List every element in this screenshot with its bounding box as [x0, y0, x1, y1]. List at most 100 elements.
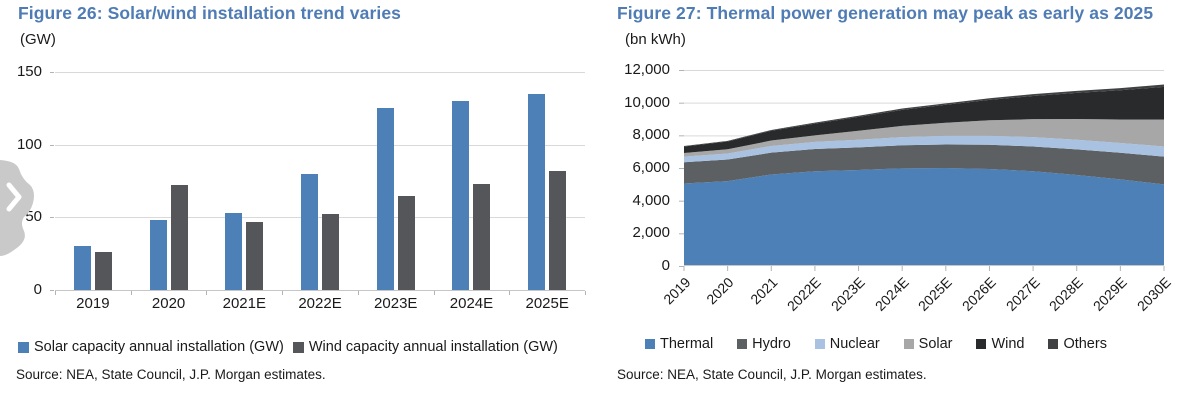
solar-bar-2024E [452, 101, 470, 290]
figure-26-unit-label: (GW) [20, 31, 56, 48]
area-wind [684, 86, 1164, 153]
overlay-blob-shape [0, 160, 34, 256]
f27-ytick-label-6000: 6,000 [632, 159, 670, 176]
f26-gridline-50 [55, 217, 585, 219]
legend-item-others: Others [1048, 336, 1107, 352]
figure-27-panel: Figure 27: Thermal power generation may … [600, 0, 1200, 408]
chevron-right-glyph [6, 182, 22, 212]
wind-bar-2020 [170, 185, 188, 290]
legend-item-wind: Wind capacity annual installation (GW) [292, 339, 558, 355]
solar-bar-2022E [301, 173, 319, 290]
legend-label-wind: Wind capacity annual installation (GW) [308, 339, 558, 355]
f27-ytick-label-10000: 10,000 [624, 93, 670, 111]
solar-swatch-icon [18, 341, 29, 353]
f27-area-chart [679, 70, 1165, 271]
area-solar [684, 119, 1164, 157]
area-others [684, 84, 1164, 147]
legend-label-nuclear: Nuclear [829, 336, 880, 352]
f27-x-label-2022E: 2022E [784, 274, 825, 314]
f26-x-axis-tick [206, 291, 208, 295]
f27-ytick-label-12000: 12,000 [624, 61, 670, 78]
f26-y-axis-tick [50, 144, 54, 146]
bar-group-2023E [358, 72, 434, 290]
figure-27-source: Source: NEA, State Council, J.P. Morgan … [617, 367, 927, 382]
f26-y-axis-tick [50, 72, 54, 73]
f27-x-label-2027E: 2027E [1002, 274, 1043, 314]
f26-x-label-2021E: 2021E [222, 295, 266, 312]
f26-x-label-2020: 2020 [151, 295, 186, 312]
figure-27-plot-area [679, 70, 1165, 271]
wind-bar-2023E [397, 195, 415, 290]
f27-ytick-label-2000: 2,000 [632, 224, 670, 242]
f26-y-axis-tick [50, 217, 54, 219]
figure-26-x-axis-labels: 2019 2020 2021E 2022E 2023E 2024E 2025E [55, 295, 585, 312]
f26-x-label-2023E: 2023E [374, 295, 418, 312]
solar-bar-2025E [528, 93, 546, 290]
f27-x-label-2024E: 2024E [871, 274, 912, 314]
f26-x-label-2025E: 2025E [525, 295, 569, 312]
f26-x-label-2024E: 2024E [449, 295, 494, 312]
f26-y-axis-tick [50, 290, 54, 291]
area-hydro [684, 144, 1164, 185]
chevron-right-icon [0, 160, 34, 256]
f26-x-label-2019: 2019 [76, 295, 110, 312]
f26-x-axis-tick [509, 291, 511, 295]
f27-x-label-2025E: 2025E [915, 274, 956, 314]
solar-bar-2021E [225, 212, 243, 290]
legend-label-solar: Solar capacity annual installation (GW) [34, 339, 284, 355]
figure-26-panel: Figure 26: Solar/wind installation trend… [16, 3, 586, 382]
solar-bar-2019 [73, 246, 91, 290]
f27-ytick-label-0: 0 [661, 257, 670, 274]
f26-x-axis-tick [585, 291, 586, 295]
legend-item-hydro: Hydro [737, 336, 791, 352]
figure-27-legend: Thermal Hydro Nuclear Solar Wind Others [645, 336, 1107, 352]
area-thermal [684, 168, 1164, 266]
solar-bar-2023E [376, 108, 394, 290]
carousel-next-button[interactable] [0, 158, 36, 258]
bar-group-2020 [131, 72, 207, 290]
nuclear-swatch-icon [814, 339, 825, 349]
f26-ytick-label-150: 150 [16, 63, 42, 80]
f27-x-label-2026E: 2026E [958, 274, 999, 314]
wind-swatch-icon [976, 339, 987, 349]
others-swatch-icon [1048, 339, 1059, 349]
legend-item-nuclear: Nuclear [814, 336, 880, 352]
f27-x-label-2021: 2021 [747, 274, 781, 308]
f26-x-axis-tick [282, 291, 284, 295]
bar-group-2022E [282, 72, 358, 290]
legend-label-others: Others [1063, 336, 1107, 352]
f27-x-label-2020: 2020 [703, 274, 737, 308]
f27-x-label-2023E: 2023E [827, 274, 868, 314]
legend-item-solar: Solar capacity annual installation (GW) [18, 339, 284, 355]
wind-bar-2021E [246, 221, 264, 290]
bar-group-2024E [434, 72, 510, 290]
figure-27-x-axis-labels: 2019 2020 2021 2022E 2023E 2024E 2025E 2026E 202… [660, 271, 1173, 327]
f26-ytick-label-100: 100 [16, 135, 42, 153]
legend-label-solar: Solar [918, 336, 953, 352]
f26-x-axis-tick [433, 291, 435, 295]
legend-label-hydro: Hydro [752, 336, 791, 352]
f26-x-label-2022E: 2022E [298, 295, 342, 312]
f27-x-label-2019: 2019 [659, 274, 694, 308]
hydro-swatch-icon [737, 339, 748, 349]
legend-item-wind: Wind [976, 336, 1025, 352]
f26-x-axis-tick [357, 291, 359, 295]
bar-group-2019 [55, 72, 131, 290]
f27-ytick-label-8000: 8,000 [632, 126, 670, 144]
wind-bar-2022E [322, 214, 340, 290]
figure-27-title: Figure 27: Thermal power generation may … [617, 3, 1154, 23]
legend-item-thermal: Thermal [645, 336, 713, 352]
f26-bars [55, 72, 585, 290]
f26-x-axis-tick [130, 291, 132, 295]
wind-bar-2024E [473, 183, 491, 290]
solar-swatch-icon [903, 339, 914, 349]
wind-bar-2019 [94, 252, 112, 290]
figure-26-source: Source: NEA, State Council, J.P. Morgan … [16, 367, 326, 382]
figure-26-title: Figure 26: Solar/wind installation trend… [18, 3, 401, 23]
f26-gridline-100 [55, 144, 585, 146]
solar-bar-2020 [149, 220, 167, 290]
wind-bar-2025E [549, 170, 567, 290]
thermal-swatch-icon [645, 339, 655, 349]
f27-ytick-label-4000: 4,000 [632, 191, 670, 209]
